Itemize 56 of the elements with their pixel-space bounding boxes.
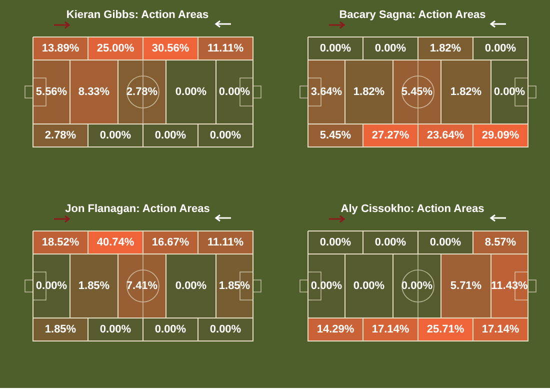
data-label: 3.64% <box>310 86 342 98</box>
data-label: 0.00% <box>210 323 242 336</box>
text: Bacary Sagna: Action Areas <box>339 8 486 21</box>
data-label: 1.82% <box>430 42 462 54</box>
data-label: 25.71% <box>426 323 464 336</box>
data-label: 23.64% <box>426 129 464 142</box>
data-label: 5.45% <box>320 129 352 142</box>
data-label: 0.00% <box>210 129 242 142</box>
data-label: 25.00% <box>96 42 134 54</box>
data-label: 40.74% <box>96 236 134 248</box>
data-label: 30.56% <box>152 42 190 54</box>
data-label: 17.14% <box>482 323 520 336</box>
data-label: 1.82% <box>353 86 385 98</box>
data-label: 2.78% <box>44 129 76 142</box>
data-label: 0.00% <box>100 323 132 336</box>
text: Jon Flanagan: Action Areas <box>65 202 210 215</box>
data-label: 16.67% <box>152 236 190 248</box>
text: Kieran Gibbs: Action Areas <box>66 8 209 21</box>
data-label: 0.00% <box>494 86 526 98</box>
data-label: 0.00% <box>154 129 186 142</box>
data-label: 0.00% <box>430 236 462 248</box>
data-label: 14.29% <box>316 323 354 336</box>
data-label: 5.71% <box>450 280 482 292</box>
data-label: 0.00% <box>484 42 516 54</box>
data-label: 8.57% <box>484 236 516 248</box>
data-label: 0.00% <box>310 280 342 292</box>
data-label: 27.27% <box>372 129 410 142</box>
data-label: 0.00% <box>36 280 68 292</box>
data-label: 11.11% <box>207 236 244 248</box>
data-label: 0.00% <box>175 280 207 292</box>
data-label: 0.00% <box>154 323 186 336</box>
text: Aly Cissokho: Action Areas <box>340 202 484 215</box>
data-label: 1.82% <box>450 86 482 98</box>
data-label: 5.45% <box>401 86 433 98</box>
data-label: 18.52% <box>42 236 80 248</box>
data-label: 1.85% <box>78 280 110 292</box>
data-label: 0.00% <box>374 236 406 248</box>
data-label: 17.14% <box>372 323 410 336</box>
data-label: 7.41% <box>126 280 158 292</box>
data-label: 13.89% <box>42 42 80 54</box>
data-label: 11.43% <box>491 280 528 292</box>
data-label: 0.00% <box>100 129 132 142</box>
data-label: 1.85% <box>218 280 250 292</box>
data-label: 2.78% <box>126 86 158 98</box>
data-label: 5.56% <box>36 86 68 98</box>
data-label: 0.00% <box>218 86 250 98</box>
data-label: 29.09% <box>482 129 520 142</box>
data-label: 0.00% <box>401 280 433 292</box>
data-label: 0.00% <box>353 280 385 292</box>
data-label: 1.85% <box>44 323 76 336</box>
data-label: 0.00% <box>374 42 406 54</box>
data-label: 8.33% <box>78 86 110 98</box>
data-label: 11.11% <box>207 42 244 54</box>
data-label: 0.00% <box>175 86 207 98</box>
data-label: 0.00% <box>320 42 352 54</box>
data-label: 0.00% <box>320 236 352 248</box>
